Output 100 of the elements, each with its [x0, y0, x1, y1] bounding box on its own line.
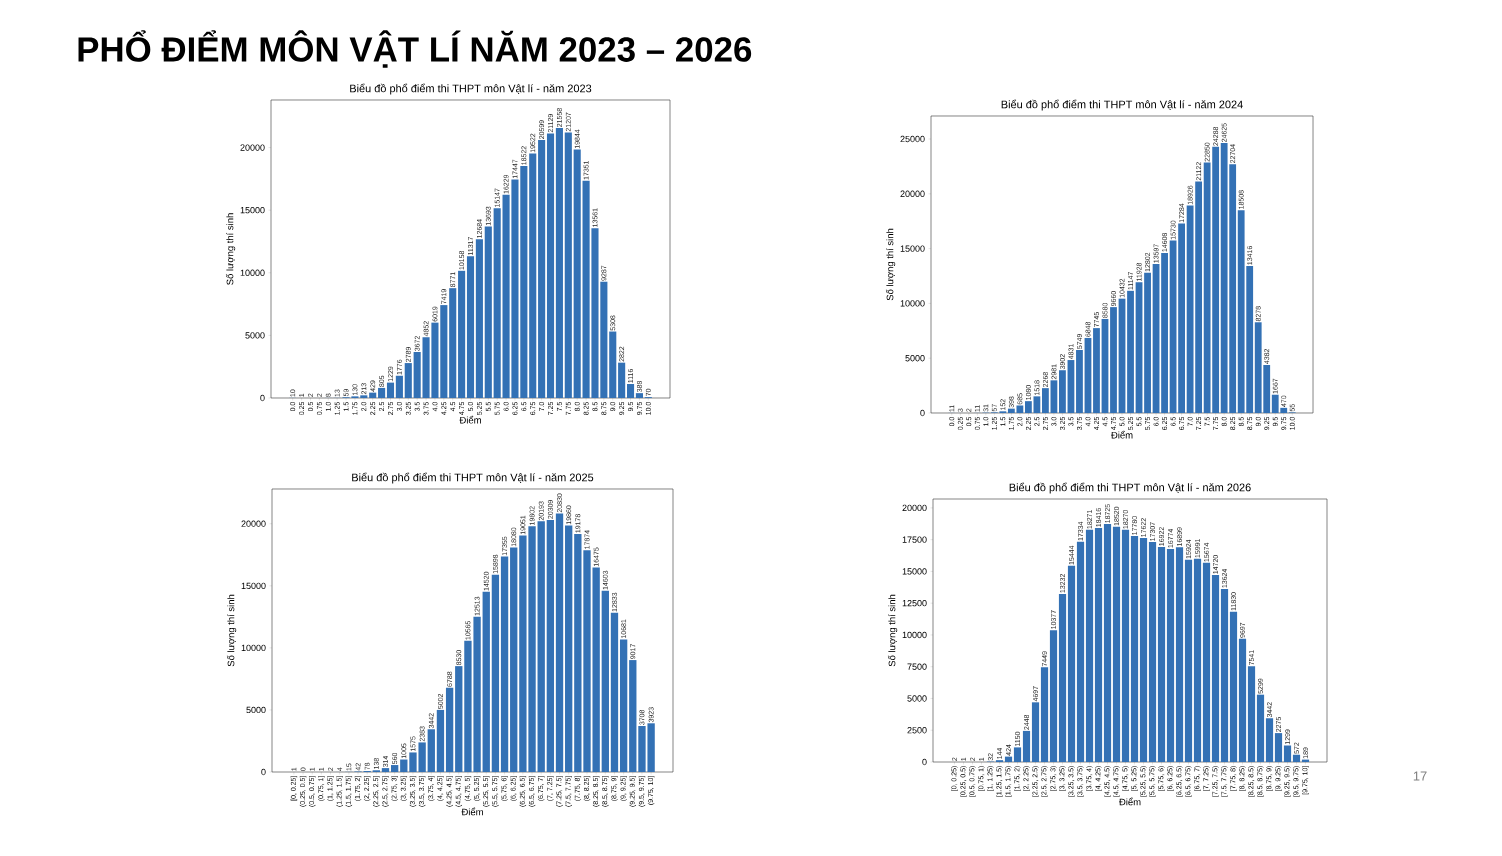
y-tick-label: 15000: [241, 582, 266, 589]
bar: [626, 384, 635, 398]
bar: [500, 556, 509, 772]
y-axis-title: Số lượng thí sinh: [226, 594, 237, 667]
bar: [1202, 562, 1211, 762]
bar: [1127, 290, 1134, 413]
bar: [1076, 541, 1085, 762]
bar: [458, 270, 466, 398]
bar: [427, 729, 435, 772]
bar: [537, 521, 545, 772]
bar: [546, 133, 555, 398]
bar: [455, 666, 463, 772]
x-axis-title: Điểm: [461, 807, 483, 816]
bar: [381, 768, 390, 772]
bar: [1110, 307, 1117, 413]
y-tick-label: 15000: [900, 245, 925, 252]
bar: [491, 574, 500, 772]
bar: [1130, 536, 1139, 762]
bar: [1112, 526, 1121, 762]
y-tick-label: 0: [922, 758, 927, 766]
bar: [1166, 548, 1175, 762]
y-tick-label: 10000: [902, 631, 927, 639]
chart-title: Biểu đồ phổ điểm thi THPT môn Vật lí - năm 2026: [1009, 482, 1251, 494]
bar: [1247, 666, 1256, 762]
bar: [1059, 370, 1066, 413]
y-tick-label: 15000: [902, 568, 927, 575]
bar: [1040, 667, 1049, 762]
bar: [436, 709, 445, 772]
bar: [1211, 574, 1220, 762]
bar: [1178, 223, 1185, 413]
bar: [1265, 718, 1274, 762]
bar: [546, 519, 555, 772]
y-axis-title: Số lượng thí sinh: [885, 228, 896, 301]
bar: [1292, 754, 1301, 762]
bar: [1220, 588, 1229, 762]
bar: [1157, 547, 1166, 762]
y-tick-label: 0: [920, 409, 925, 417]
bar: [1067, 565, 1076, 762]
text: PHỔ ĐIỂM MÔN VẬT LÍ NĂM 2023 – 2026: [78, 30, 752, 68]
y-tick-label: 5000: [246, 706, 266, 714]
bar: [555, 513, 564, 772]
bar: [400, 759, 408, 772]
bar: [390, 765, 399, 772]
x-axis-title: Điểm: [459, 415, 481, 424]
bar: [618, 362, 626, 398]
bar: [1031, 702, 1040, 762]
bar: [1042, 388, 1049, 413]
text: 17: [1413, 771, 1427, 781]
bar: [493, 208, 501, 398]
bar: [1175, 547, 1184, 762]
bar: [573, 149, 581, 398]
y-tick-label: 5000: [245, 332, 265, 339]
y-tick-label: 10000: [900, 300, 925, 307]
bar: [564, 132, 572, 398]
bar: [529, 153, 537, 398]
bar: [1184, 559, 1193, 762]
bar: [1193, 558, 1202, 762]
bar: [482, 591, 490, 772]
bar: [1148, 542, 1157, 762]
bar: [386, 382, 395, 398]
y-tick-label: 5000: [907, 695, 927, 702]
y-tick-label: 7500: [907, 663, 927, 670]
y-tick-label: 0: [261, 768, 266, 776]
bar: [601, 590, 609, 772]
chart-title: Biểu đồ phổ điểm thi THPT môn Vật lí - năm 2023: [350, 83, 592, 95]
y-tick-label: 5000: [905, 355, 925, 362]
x-axis-title: Điểm: [1119, 797, 1141, 806]
bar: [1022, 730, 1031, 762]
y-tick-label: 20000: [241, 520, 266, 527]
bar: [1085, 529, 1094, 762]
bar: [555, 128, 563, 398]
y-tick-label: 20000: [900, 190, 925, 197]
y-tick-label: 25000: [900, 135, 925, 143]
bar: [1256, 694, 1265, 762]
y-tick-label: 20000: [240, 144, 265, 151]
bar: [1058, 593, 1067, 762]
bar: [1076, 349, 1083, 413]
bar: [610, 612, 619, 772]
bar: [360, 395, 368, 398]
y-tick-label: 15000: [240, 207, 265, 214]
y-axis-title: Số lượng thí sinh: [225, 213, 236, 285]
bar: [565, 525, 573, 772]
chart-title: Biểu đồ phổ điểm thi THPT môn Vật lí - năm 2025: [352, 472, 594, 484]
bar: [395, 375, 403, 398]
bar: [1161, 252, 1168, 413]
y-axis-title: Số lượng thí sinh: [887, 594, 898, 667]
bar: [1004, 756, 1013, 762]
bar: [609, 331, 617, 398]
bar: [1013, 747, 1022, 762]
y-tick-label: 2500: [907, 727, 927, 734]
bar: [1049, 630, 1058, 762]
y-tick-label: 10000: [241, 644, 266, 652]
bar: [484, 226, 492, 398]
bar: [510, 547, 518, 772]
bar: [1229, 611, 1238, 762]
bar: [1144, 272, 1151, 413]
chart-title: Biểu đồ phổ điểm thi THPT môn Vật lí - năm 2024: [1001, 99, 1243, 111]
bar: [1283, 745, 1292, 762]
bar: [619, 639, 628, 772]
bar: [1139, 538, 1148, 762]
